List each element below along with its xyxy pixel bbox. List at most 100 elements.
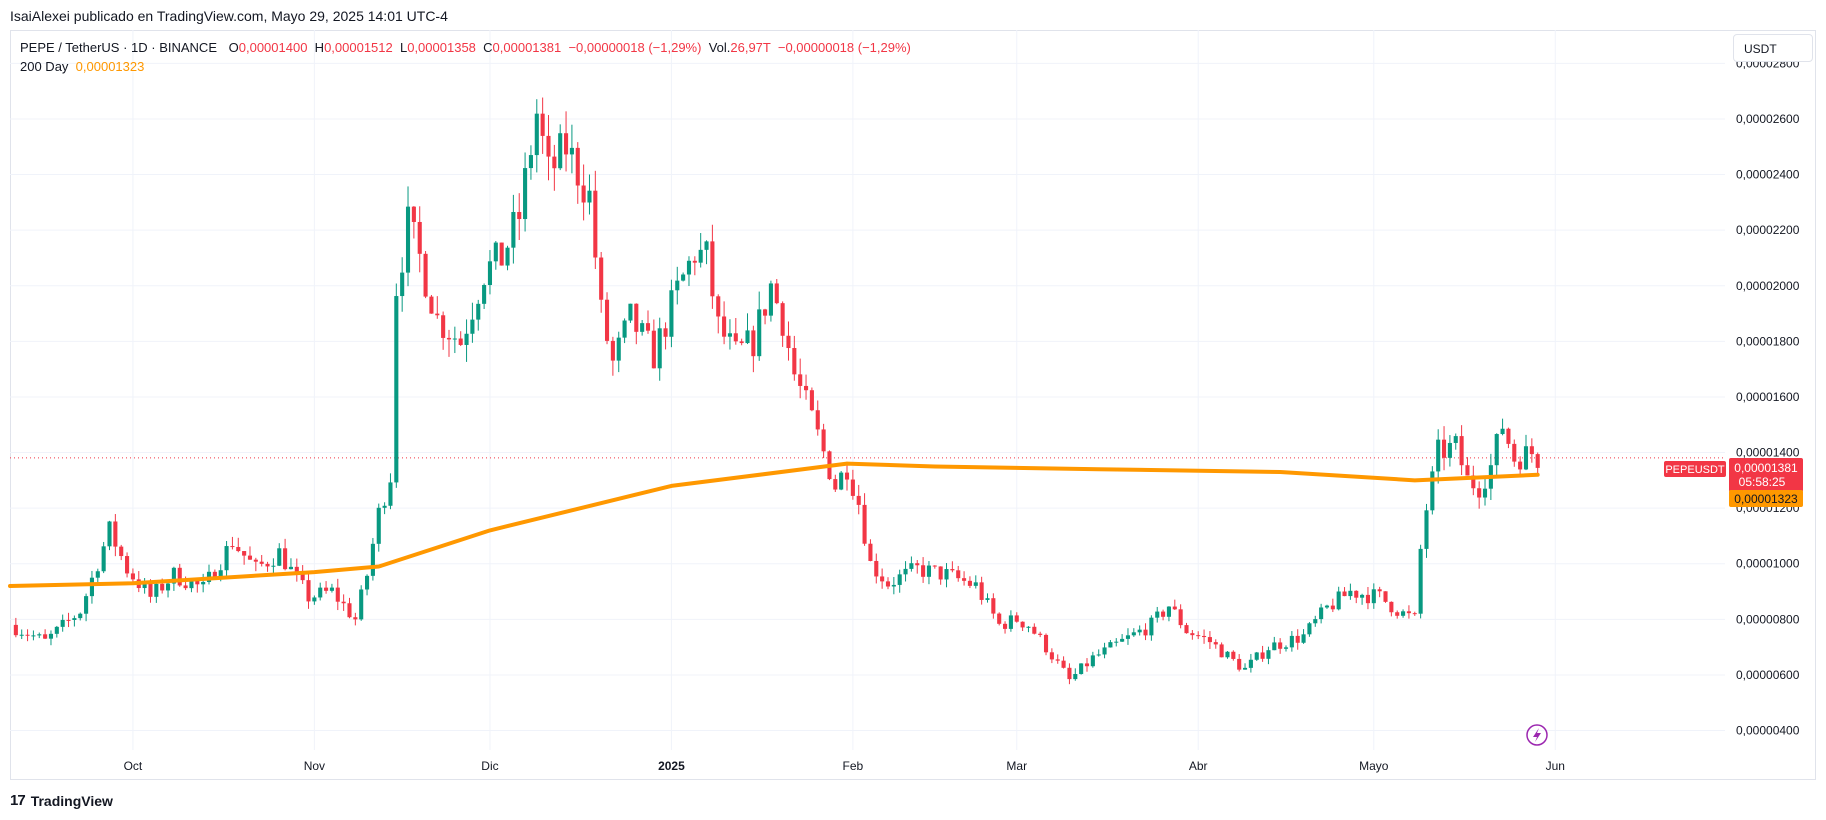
candle-body — [1114, 641, 1119, 643]
candle-body — [154, 583, 159, 597]
candle-body — [1196, 635, 1201, 637]
candle-body — [921, 565, 926, 577]
candle-body — [195, 580, 200, 585]
candle-body — [1149, 617, 1154, 636]
ma-label[interactable]: 200 Day — [20, 59, 69, 74]
candle-body — [1406, 611, 1411, 614]
symbol-title[interactable]: PEPE / TetherUS · 1D · BINANCE — [20, 40, 217, 55]
candle-body — [1447, 442, 1452, 458]
candle-body — [130, 573, 135, 580]
candle-body — [470, 319, 475, 334]
candle-body — [774, 283, 779, 304]
candle-body — [1166, 606, 1171, 617]
candle-body — [464, 333, 469, 345]
candle-body — [1278, 642, 1283, 649]
last-price-tag-bg — [1729, 458, 1803, 492]
candle-body — [1084, 663, 1090, 667]
candle-body — [1079, 663, 1084, 675]
y-tick-label: 0,00002400 — [1736, 168, 1800, 182]
candle-body — [552, 156, 557, 169]
candle-body — [1038, 633, 1043, 635]
candle-body — [224, 546, 229, 571]
candle-body — [564, 133, 569, 155]
candle-body — [1465, 465, 1470, 476]
price-chart[interactable]: Oct Nov Dic 2025 Feb Mar Abr Mayo Jun 0,00002800… — [0, 0, 1826, 790]
candle-body — [25, 634, 30, 636]
candle-body — [411, 206, 416, 222]
candle-body — [1272, 642, 1277, 651]
candle-body — [294, 566, 299, 573]
x-axis: Oct Nov Dic 2025 Feb Mar Abr Mayo Jun — [124, 759, 1565, 773]
candle-body — [1459, 436, 1464, 466]
chart-frame — [10, 30, 1816, 780]
candle-body — [1506, 428, 1511, 444]
candle-body — [458, 338, 463, 345]
candle-body — [1383, 591, 1388, 602]
candle-body — [499, 242, 504, 266]
candle-body — [300, 572, 305, 581]
candle-body — [1307, 623, 1312, 635]
candle-body — [364, 575, 370, 590]
candle-body — [669, 290, 674, 337]
ma-value: 0,00001323 — [75, 59, 145, 74]
candle-body — [1026, 626, 1031, 628]
high-value: 0,00001512 — [324, 40, 393, 55]
candle-body — [938, 566, 943, 580]
tradingview-brand: TradingView — [30, 792, 113, 809]
ma-row: 200 Day 0,00001323 — [20, 57, 911, 76]
y-tick-label: 0,00001600 — [1736, 390, 1800, 404]
x-tick-label: Mayo — [1359, 759, 1389, 773]
candle-body — [242, 551, 247, 556]
candle-body — [125, 556, 130, 574]
candle-body — [809, 390, 814, 411]
candle-body — [1424, 510, 1429, 549]
candle-body — [1102, 647, 1107, 655]
candle-body — [1436, 439, 1441, 472]
y-tick-label: 0,00001800 — [1736, 334, 1800, 348]
volume-label: Vol. — [708, 40, 731, 55]
candle-body — [60, 619, 65, 627]
candle-body — [973, 582, 978, 586]
candle-body — [967, 580, 972, 586]
candle-body — [868, 543, 873, 561]
countdown-tag: 05:58:25 — [1739, 475, 1786, 489]
candle-body — [757, 309, 762, 357]
y-tick-label: 0,00001400 — [1736, 446, 1800, 460]
candle-body — [19, 634, 24, 636]
candle-body — [657, 328, 662, 369]
low-value: 0,00001358 — [407, 40, 476, 55]
candle-body — [1155, 611, 1160, 618]
candle-body — [142, 583, 147, 589]
price-change: −0,00000018 (−1,29%) — [568, 40, 702, 55]
x-tick-label: Dic — [481, 759, 498, 773]
candle-body — [253, 559, 258, 562]
candle-body — [833, 479, 838, 490]
high-label: H — [314, 40, 325, 55]
candle-body — [1137, 629, 1142, 633]
candle-body — [745, 330, 750, 344]
candle-body — [558, 133, 563, 169]
lightning-icon[interactable] — [1526, 724, 1548, 746]
candle-body — [324, 587, 329, 591]
candle-body — [862, 504, 867, 544]
candle-body — [739, 341, 744, 344]
currency-button[interactable]: USDT — [1733, 34, 1813, 62]
candle-body — [370, 543, 375, 576]
candle-body — [698, 249, 703, 263]
candle-body — [101, 546, 106, 572]
candle-body — [692, 260, 697, 263]
candle-body — [1313, 619, 1318, 624]
candle-body — [821, 429, 826, 452]
x-tick-label: Abr — [1189, 759, 1208, 773]
candle-body — [1336, 591, 1341, 610]
candle-body — [31, 635, 36, 637]
candle-body — [979, 582, 984, 600]
candle-body — [72, 618, 77, 621]
candle-body — [1213, 642, 1218, 645]
candle-body — [903, 568, 908, 575]
tradingview-logo[interactable]: 17 TradingView — [10, 792, 113, 809]
candle-body — [435, 313, 440, 316]
candle-body — [1008, 615, 1013, 629]
candle-body — [944, 569, 949, 580]
candle-body — [1242, 667, 1248, 670]
